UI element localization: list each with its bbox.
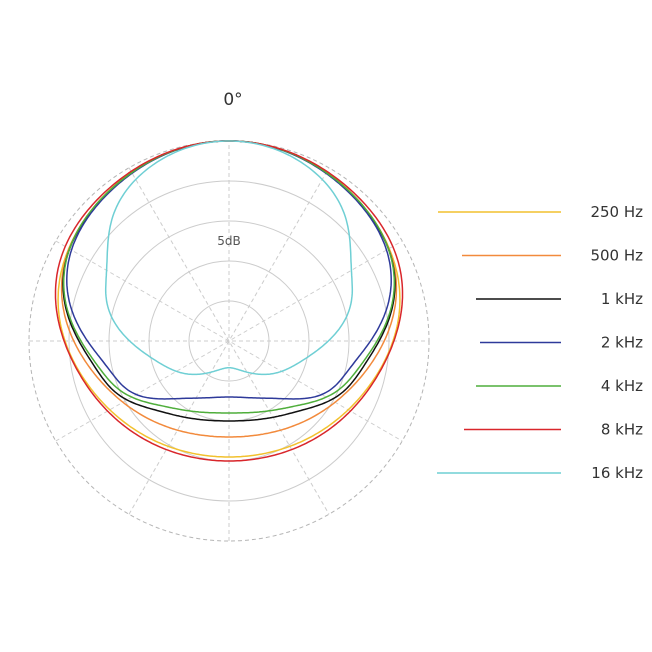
legend: 250 Hz 500 Hz 1 kHz 2 kHz 4 kHz 8 kHz 16 kHz [437, 203, 643, 482]
series-curve-3 [66, 140, 392, 400]
legend-label-1: 500 Hz [590, 247, 643, 265]
legend-label-0: 250 Hz [590, 203, 643, 221]
angle-zero-label: 0° [223, 90, 242, 110]
legend-label-6: 16 kHz [591, 464, 643, 482]
legend-label-3: 2 kHz [601, 334, 643, 352]
ring-label: 5dB [217, 234, 240, 248]
grid-spoke-150 [128, 167, 330, 515]
legend-label-5: 8 kHz [601, 421, 643, 439]
legend-label-4: 4 kHz [601, 377, 643, 395]
polar-curves [54, 140, 404, 462]
legend-label-2: 1 kHz [601, 290, 643, 308]
series-curve-6 [104, 140, 354, 376]
polar-grid [28, 140, 430, 542]
